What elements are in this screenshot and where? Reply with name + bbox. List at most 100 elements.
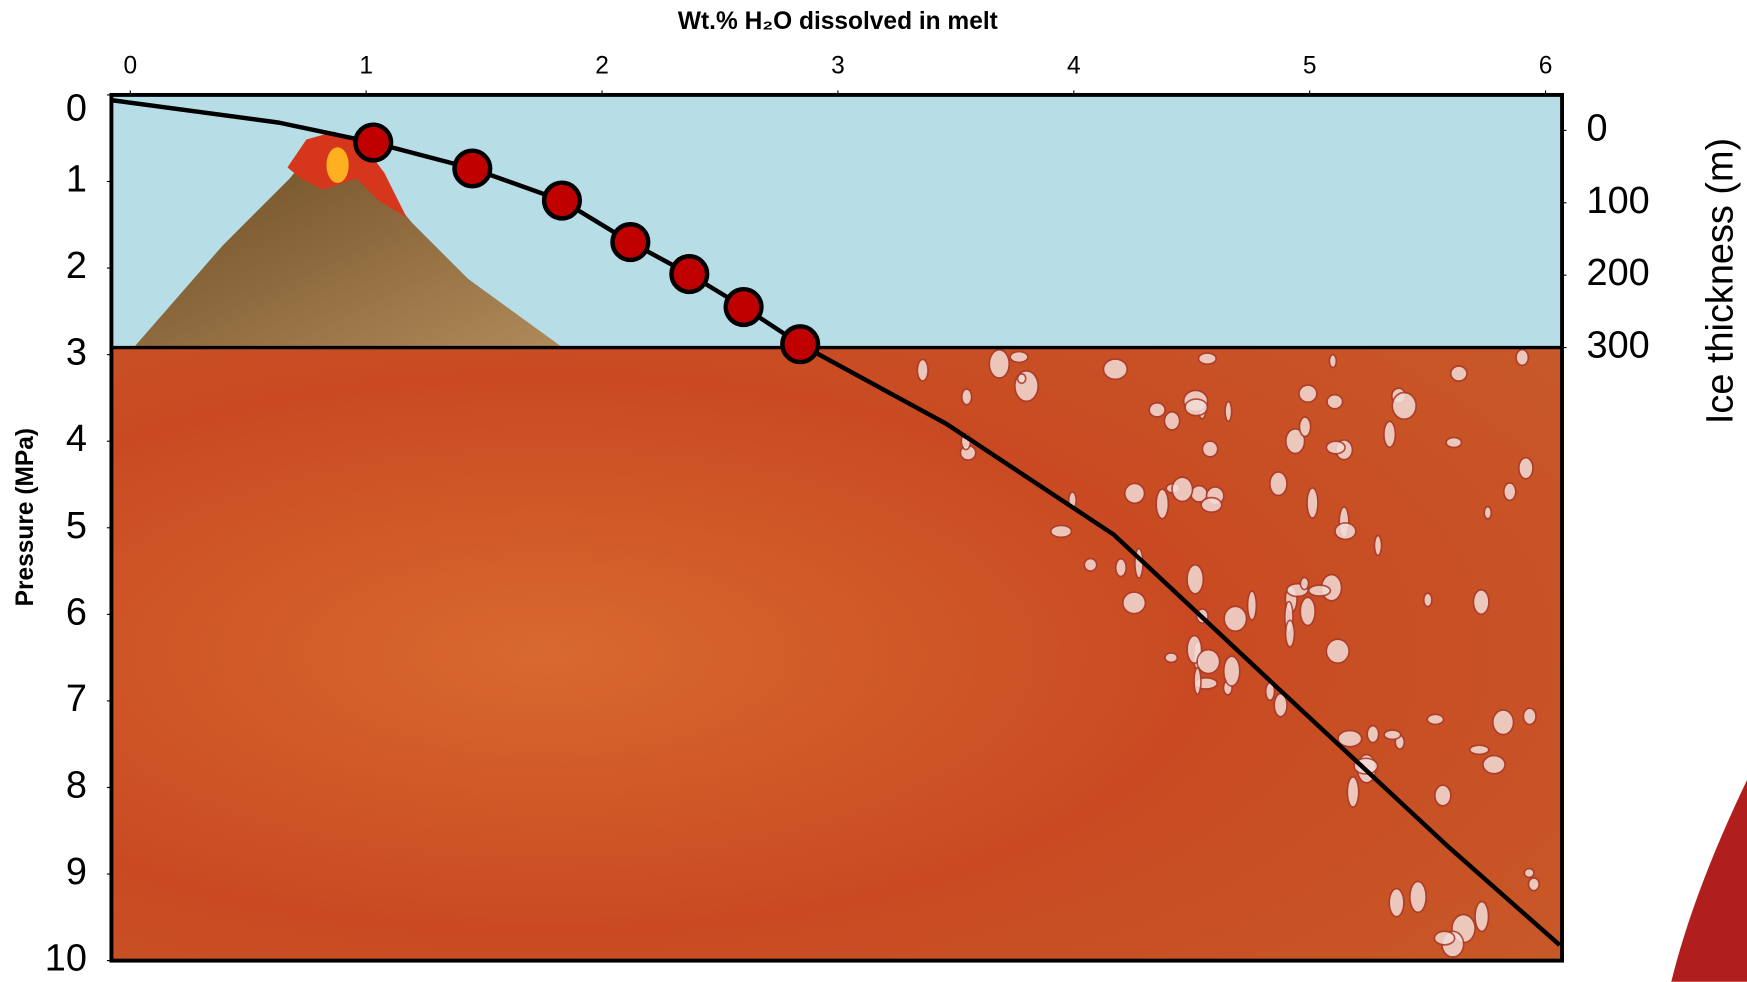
bubble (1198, 353, 1216, 364)
bubble (1309, 585, 1331, 596)
bubble (1194, 668, 1201, 694)
bubble (1197, 650, 1220, 674)
bubble (1116, 559, 1127, 577)
bubble (1427, 714, 1443, 724)
y2-tick-label: 100 (1587, 180, 1650, 222)
bubble (1524, 869, 1534, 878)
corner-swoosh (1671, 780, 1747, 982)
y-tick-label: 6 (66, 591, 87, 633)
y-axis-title: Pressure (MPa) (12, 428, 39, 606)
bubble (1329, 355, 1336, 368)
bubble (1384, 421, 1396, 447)
bubble (1473, 590, 1489, 615)
y-tick-label: 9 (66, 851, 87, 893)
bubble (1528, 878, 1539, 891)
y-tick-label: 3 (66, 332, 87, 374)
y-tick-label: 8 (66, 764, 87, 806)
bubble (1299, 385, 1317, 402)
data-point (544, 183, 580, 219)
bubble (1470, 745, 1489, 754)
data-point (782, 326, 818, 362)
bubble (1103, 359, 1127, 379)
bubble (1327, 395, 1343, 409)
y-tick-label: 1 (66, 158, 87, 200)
bubble (1493, 710, 1514, 735)
bubble (1224, 656, 1240, 686)
bubble (1484, 507, 1491, 519)
bubble (1018, 374, 1026, 383)
bubble (1202, 441, 1217, 457)
bubble (1164, 412, 1179, 430)
bubble (917, 359, 928, 381)
bubble (1270, 472, 1287, 496)
bubble (1149, 403, 1165, 417)
bubble (1367, 726, 1378, 743)
bubble (1201, 498, 1222, 513)
bubble (1172, 477, 1193, 501)
y-tick-label: 4 (66, 418, 87, 460)
bubble (1286, 620, 1295, 647)
bubble (1307, 488, 1318, 518)
bubble (1187, 565, 1203, 594)
y2-axis-title: Ice thickness (m) (1699, 138, 1741, 424)
lava-glow (326, 147, 348, 183)
y-tick-label: 2 (66, 245, 87, 287)
bubble (1299, 417, 1310, 436)
y2-tick-label: 300 (1587, 325, 1650, 367)
bubble (1347, 777, 1358, 807)
data-point (613, 224, 649, 260)
bubble (989, 350, 1009, 378)
bubble (1300, 597, 1315, 625)
bubble (1434, 931, 1454, 945)
x-tick-label: 3 (831, 53, 845, 80)
bubble (1326, 639, 1349, 663)
bubble (1410, 881, 1426, 912)
data-point (726, 289, 762, 325)
bubble (1248, 591, 1257, 620)
bubble (1335, 523, 1356, 540)
bubble (1424, 593, 1432, 607)
bubble (1523, 708, 1536, 724)
bubble (1225, 402, 1232, 422)
x-tick-label: 1 (359, 53, 373, 80)
y-tick-label: 7 (66, 678, 87, 720)
y-tick-label: 5 (66, 505, 87, 547)
bubble (1483, 756, 1505, 774)
chart: Wt.% H₂O dissolved in melt Pressure (MPa… (0, 0, 1747, 982)
bubble (1384, 730, 1401, 739)
x-tick-label: 2 (595, 53, 609, 80)
x-tick-label: 5 (1303, 53, 1317, 80)
bubble (1010, 352, 1028, 363)
bubble (1123, 592, 1146, 614)
bubble (1389, 889, 1404, 917)
bubble (1185, 399, 1208, 416)
data-point (355, 125, 391, 161)
bubble (1051, 525, 1072, 537)
bubble (1374, 535, 1381, 555)
bubble (1516, 350, 1528, 366)
plot-background (111, 95, 1562, 961)
bubble (1435, 785, 1451, 806)
bubble (1156, 489, 1168, 518)
y-tick-label: 10 (45, 938, 87, 980)
bubble (1300, 577, 1308, 589)
bubble (1392, 392, 1416, 419)
y2-tick-label: 200 (1587, 252, 1650, 294)
data-point (454, 151, 490, 187)
bubble (1519, 458, 1533, 479)
bubble (1504, 483, 1516, 501)
bubble (1475, 902, 1488, 932)
data-point (671, 256, 707, 292)
y-tick-label: 0 (66, 88, 87, 130)
y2-tick-label: 0 (1587, 107, 1608, 149)
x-tick-label: 4 (1067, 53, 1081, 80)
bubble (1125, 483, 1145, 503)
x-tick-label: 0 (123, 53, 137, 80)
bubble (1338, 731, 1362, 747)
bubble (1326, 441, 1345, 454)
bubble (962, 389, 972, 405)
bubble (1451, 366, 1467, 381)
bubble (1165, 653, 1178, 663)
x-axis-title: Wt.% H₂O dissolved in melt (678, 8, 998, 35)
bubble (1084, 559, 1096, 571)
